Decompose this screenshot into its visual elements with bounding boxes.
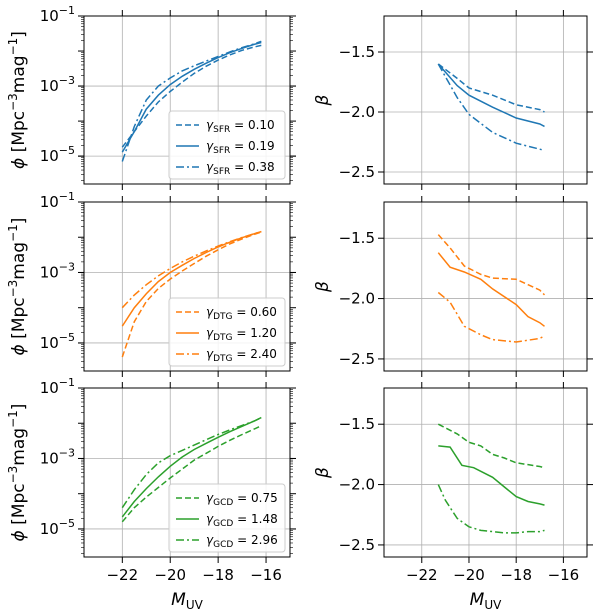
series-line-solid	[437, 63, 545, 128]
series-line-dashdot	[437, 484, 545, 534]
x-axis-label: MUV	[171, 590, 203, 612]
series-line-dashed	[121, 425, 262, 523]
panel-mid-right: −1.5 −2.0 −2.5 β	[313, 196, 593, 377]
y-axis-label: β	[313, 94, 333, 106]
legend-box	[168, 297, 286, 367]
y-tick-label: 10−5	[40, 331, 75, 352]
y-tick-label: −2.0	[339, 290, 375, 308]
panel-mid-left: 10−110−310−5ϕ [Mpc−3mag−1]γDTG = 0.60γDT…	[6, 190, 296, 377]
legend-entry: γDTG = 1.20	[206, 326, 277, 343]
series-line-dashed	[437, 423, 545, 469]
y-axis-label: ϕ [Mpc−3mag−1]	[6, 218, 29, 356]
y-tick-label: −2.5	[339, 350, 375, 368]
legend: γGCD = 0.75 γGCD = 1.48 γGCD = 2.96	[168, 483, 286, 553]
series-line-solid	[121, 416, 262, 518]
x-tick-label: −20	[154, 566, 186, 584]
legend-box	[168, 110, 286, 180]
y-tick-label: −1.5	[339, 415, 375, 433]
panel-top-right: −1.5 −2.0 −2.5 β	[313, 10, 593, 190]
series-line-dashed	[437, 63, 545, 113]
y-tick-label: 10−3	[40, 446, 75, 467]
y-axis-label: ϕ [Mpc−3mag−1]	[6, 31, 29, 169]
y-tick-label: 10−1	[40, 4, 75, 25]
legend-entry: γDTG = 0.60	[206, 305, 277, 322]
series-line-dashdot	[121, 230, 262, 309]
legend-entry: γSFR = 0.19	[206, 139, 275, 156]
y-tick-label: −1.5	[339, 229, 375, 247]
x-tick-label: −22	[406, 566, 438, 584]
y-tick-label: 10−1	[40, 190, 75, 211]
axes-frame	[383, 387, 588, 558]
y-tick-label: 10−5	[40, 144, 75, 165]
series-line-dashdot	[121, 416, 262, 509]
series-line-solid	[437, 252, 545, 327]
series-line-dashed	[121, 44, 262, 148]
y-tick-label: −2.5	[339, 536, 375, 554]
x-tick-label: −16	[548, 566, 580, 584]
legend: γSFR = 0.10 γSFR = 0.19 γSFR = 0.38	[168, 110, 286, 180]
legend-entry: γGCD = 1.48	[206, 512, 278, 529]
y-tick-label: −1.5	[339, 43, 375, 61]
x-tick-label: −22	[106, 566, 138, 584]
series-line-dashed	[121, 231, 262, 358]
x-tick-label: −20	[453, 566, 485, 584]
y-tick-label: 10−3	[40, 74, 75, 95]
y-axis-label: ϕ [Mpc−3mag−1]	[6, 404, 29, 542]
panel-bottom-left: −22 −20 −18 −16 10−1 10−3 10−5 ϕ [Mpc−3mag−1] MU…	[6, 376, 296, 612]
legend-entry: γSFR = 0.38	[206, 160, 275, 177]
y-tick-label: −2.5	[339, 163, 375, 181]
legend-box	[168, 483, 286, 553]
series-line-solid	[438, 445, 545, 506]
y-axis-label: β	[313, 281, 333, 293]
series-line-dashed	[437, 234, 546, 296]
legend: γDTG = 0.60 γDTG = 1.20 γDTG = 2.40	[168, 297, 286, 367]
axes-frame	[383, 201, 588, 372]
legend-entry: γSFR = 0.10	[206, 118, 275, 135]
y-tick-label: −2.0	[339, 476, 375, 494]
legend-entry: γDTG = 2.40	[206, 347, 277, 364]
panel-bottom-right: −22 −20 −18 −16 −1.5 −2.0 −2.5 β MUV	[313, 382, 593, 612]
series-line-dashdot	[121, 40, 262, 162]
y-axis-label: β	[313, 467, 333, 479]
x-tick-label: −18	[202, 566, 234, 584]
legend-entry: γGCD = 2.96	[206, 533, 278, 550]
legend-entry: γGCD = 0.75	[206, 491, 278, 508]
y-tick-label: 10−5	[40, 517, 75, 538]
x-axis-label: MUV	[470, 590, 502, 612]
y-tick-label: 10−1	[40, 376, 75, 397]
x-tick-label: −16	[250, 566, 282, 584]
series-line-dashdot	[437, 291, 545, 343]
y-tick-label: 10−3	[40, 260, 75, 281]
axes-frame	[383, 15, 588, 185]
panel-top-left: 10−110−310−5ϕ [Mpc−3mag−1]γSFR = 0.10γSF…	[6, 4, 296, 190]
x-tick-label: −18	[500, 566, 532, 584]
series-line-dashdot	[437, 63, 545, 152]
y-tick-label: −2.0	[339, 103, 375, 121]
